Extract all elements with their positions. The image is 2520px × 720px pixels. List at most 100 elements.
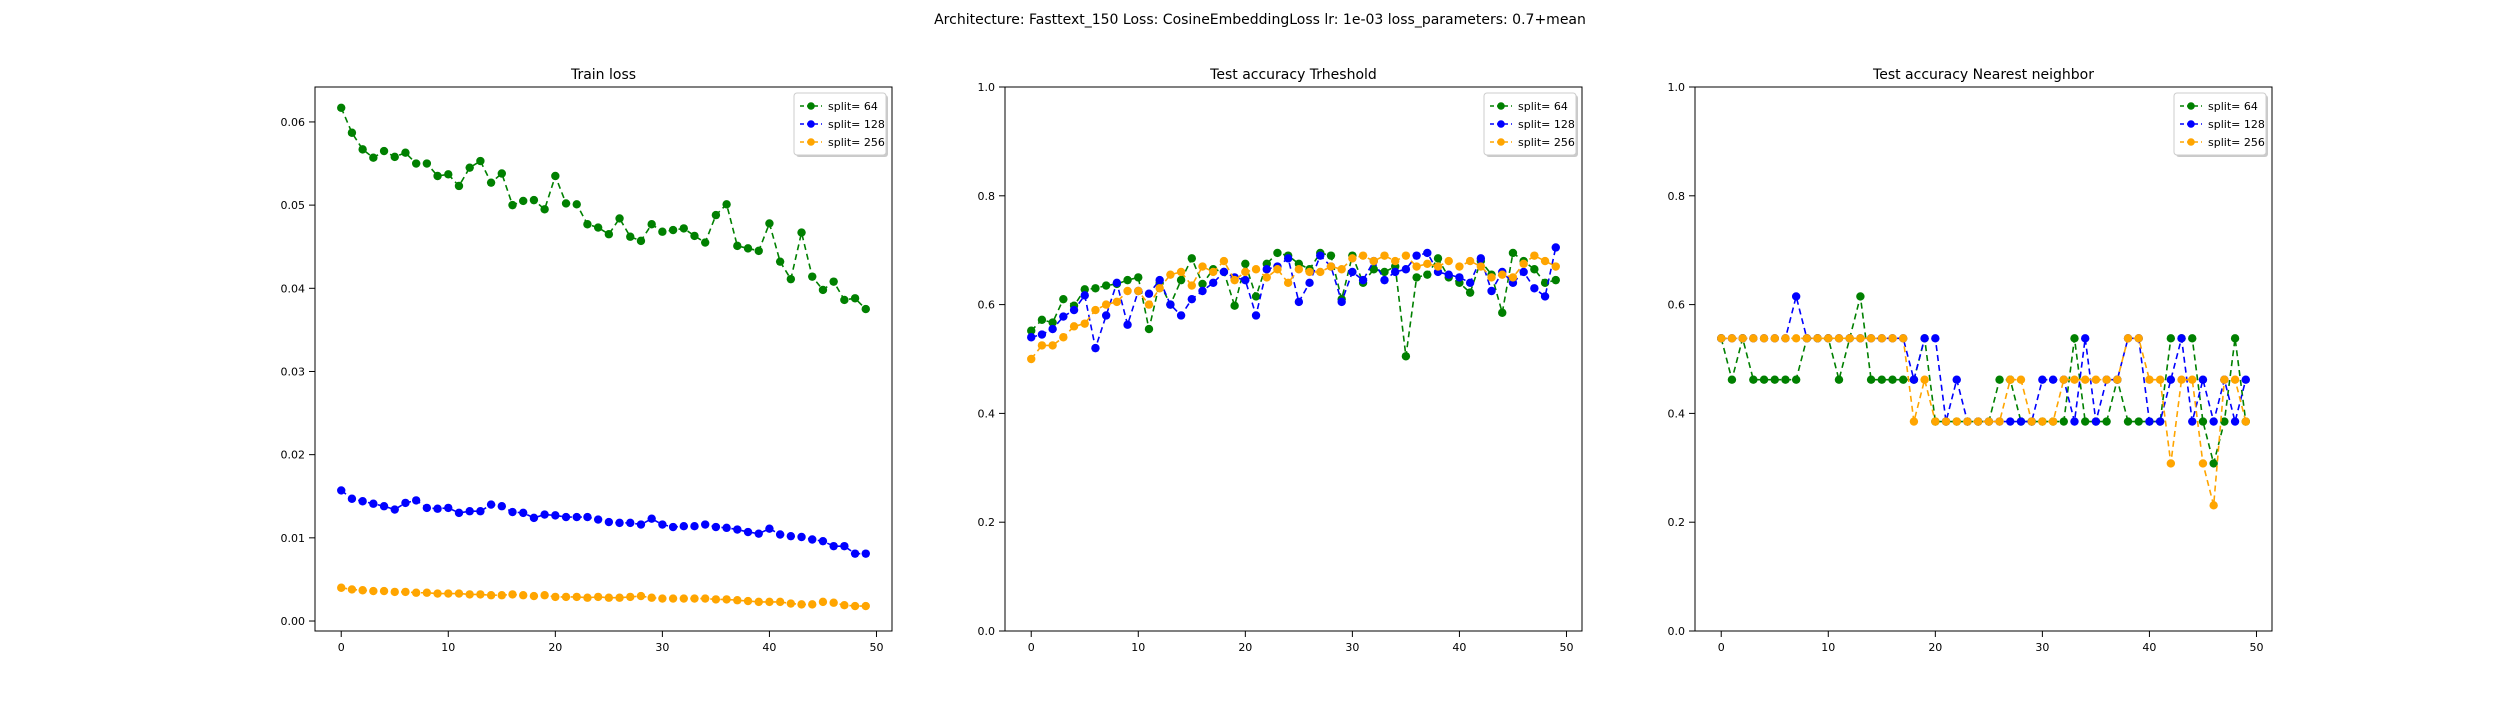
data-point bbox=[2070, 417, 2079, 426]
data-point bbox=[508, 590, 517, 599]
y-tick-label: 0.05 bbox=[281, 199, 306, 212]
data-point bbox=[1230, 275, 1239, 285]
data-point bbox=[2070, 375, 2079, 384]
data-point bbox=[1770, 375, 1779, 384]
data-point bbox=[1412, 251, 1421, 260]
data-point bbox=[690, 231, 699, 241]
legend: split= 64 split= 128 split= 256 bbox=[2173, 92, 2268, 157]
data-point bbox=[1877, 375, 1887, 384]
data-point bbox=[508, 200, 517, 210]
data-point bbox=[401, 148, 410, 157]
legend-marker-0 bbox=[807, 102, 815, 110]
data-point bbox=[1834, 334, 1844, 343]
data-point bbox=[561, 199, 571, 208]
data-point bbox=[1337, 265, 1346, 274]
data-point bbox=[1813, 334, 1822, 343]
data-point bbox=[1080, 285, 1089, 294]
data-point bbox=[1380, 275, 1389, 285]
legend-label-0: split= 64 bbox=[1518, 100, 1568, 113]
data-point bbox=[1802, 334, 1812, 343]
data-point bbox=[818, 597, 828, 607]
data-point bbox=[486, 178, 496, 187]
data-point bbox=[1283, 254, 1293, 263]
data-point bbox=[1931, 334, 1940, 343]
data-point bbox=[476, 590, 485, 599]
data-point bbox=[1551, 243, 1560, 252]
data-point bbox=[1241, 275, 1250, 285]
data-point bbox=[1305, 267, 1314, 277]
data-point bbox=[337, 486, 346, 495]
data-point bbox=[561, 592, 571, 602]
data-point bbox=[615, 518, 624, 528]
data-point bbox=[797, 600, 806, 609]
y-tick-label: 0.06 bbox=[281, 116, 306, 129]
data-point bbox=[465, 163, 474, 172]
series-line-2 bbox=[1721, 337, 2247, 506]
data-point bbox=[604, 593, 614, 602]
data-point bbox=[2048, 417, 2058, 426]
data-point bbox=[786, 599, 796, 608]
data-point bbox=[1973, 417, 1983, 426]
data-point bbox=[690, 521, 699, 531]
data-point bbox=[2155, 375, 2165, 384]
y-tick-label: 0.4 bbox=[1668, 407, 1686, 420]
data-point bbox=[2198, 375, 2208, 384]
data-point bbox=[679, 594, 688, 603]
x-tick-label: 30 bbox=[655, 641, 669, 654]
data-point bbox=[733, 241, 742, 251]
data-point bbox=[2102, 417, 2111, 426]
data-point bbox=[1348, 254, 1357, 263]
data-point bbox=[1198, 286, 1207, 296]
data-point bbox=[1273, 265, 1282, 274]
data-point bbox=[390, 505, 399, 514]
y-tick-label: 0.6 bbox=[978, 299, 996, 312]
data-point bbox=[583, 593, 592, 602]
data-point bbox=[1995, 417, 2004, 426]
data-point bbox=[1198, 279, 1207, 289]
data-point bbox=[1187, 281, 1197, 290]
data-point bbox=[1091, 343, 1100, 353]
data-point bbox=[668, 594, 678, 603]
data-point bbox=[2027, 417, 2036, 426]
data-point bbox=[850, 549, 860, 558]
data-point bbox=[2006, 417, 2015, 426]
legend-marker-1 bbox=[807, 120, 815, 128]
data-point bbox=[647, 220, 656, 229]
x-tick-label: 40 bbox=[762, 641, 776, 654]
legend-marker-2 bbox=[807, 138, 815, 146]
data-point bbox=[519, 196, 528, 206]
data-point bbox=[1091, 284, 1100, 293]
data-point bbox=[401, 498, 410, 508]
data-point bbox=[1326, 262, 1336, 271]
data-point bbox=[2145, 417, 2154, 426]
legend-label-1: split= 128 bbox=[1518, 118, 1575, 131]
x-tick-label: 30 bbox=[2035, 641, 2049, 654]
data-point bbox=[668, 522, 678, 532]
data-point bbox=[786, 531, 796, 541]
y-tick-label: 0.4 bbox=[978, 407, 996, 420]
x-tick-label: 50 bbox=[2249, 641, 2263, 654]
data-point bbox=[722, 200, 731, 209]
data-point bbox=[1909, 375, 1919, 384]
data-point bbox=[422, 588, 432, 597]
data-point bbox=[1770, 334, 1779, 343]
data-point bbox=[1909, 417, 1919, 426]
data-point bbox=[1498, 308, 1507, 317]
data-point bbox=[379, 586, 389, 596]
data-point bbox=[401, 587, 410, 597]
data-point bbox=[2059, 375, 2068, 384]
data-point bbox=[1866, 375, 1876, 384]
data-point bbox=[551, 592, 560, 602]
data-point bbox=[1369, 265, 1378, 274]
data-point bbox=[1781, 334, 1790, 343]
data-point bbox=[1048, 318, 1057, 327]
data-point bbox=[1749, 334, 1758, 343]
data-point bbox=[497, 169, 507, 178]
data-point bbox=[861, 304, 870, 314]
data-point bbox=[658, 520, 667, 529]
legend-label-2: split= 256 bbox=[2208, 136, 2265, 149]
data-point bbox=[1209, 267, 1218, 277]
data-point bbox=[690, 594, 699, 603]
data-point bbox=[2166, 334, 2176, 343]
